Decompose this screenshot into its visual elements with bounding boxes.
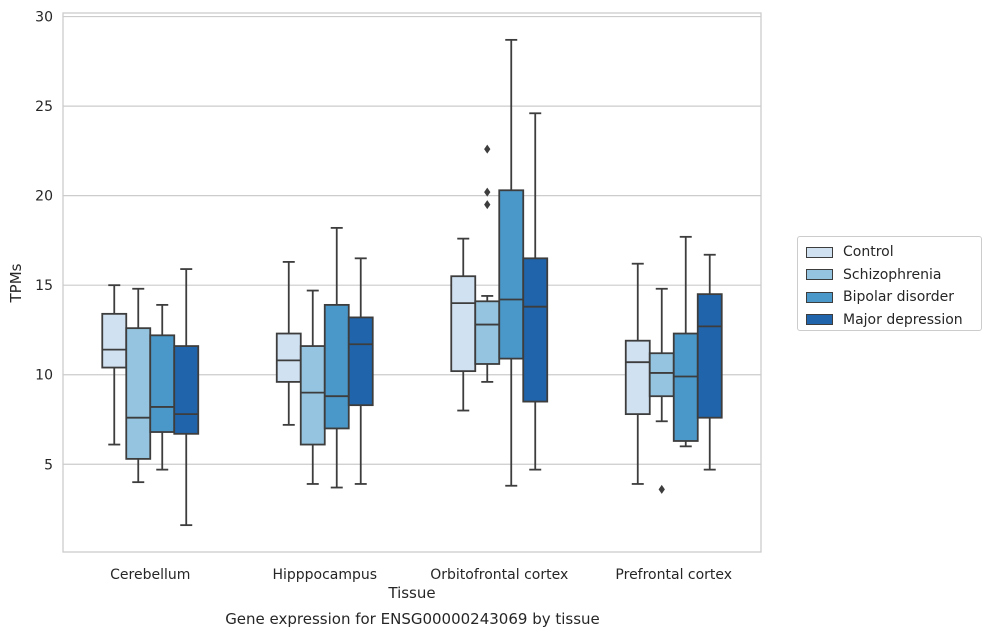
legend-item: Major depression <box>806 309 973 332</box>
y-tick-label: 20 <box>35 189 53 205</box>
y-tick-label: 5 <box>44 457 53 473</box>
chart-caption: Gene expression for ENSG00000243069 by t… <box>225 610 600 628</box>
x-tick-label: Prefrontal cortex <box>615 567 732 583</box>
legend-label: Schizophrenia <box>843 266 942 283</box>
outlier-point <box>484 144 491 154</box>
legend: Control Schizophrenia Bipolar disorder Majo… <box>797 236 982 331</box>
box-rect <box>498 189 525 360</box>
legend-item: Schizophrenia <box>806 264 973 287</box>
box-series <box>101 38 723 527</box>
box-rect <box>696 293 723 419</box>
outlier-point <box>658 484 665 494</box>
outlier-point <box>484 187 491 197</box>
box-rect <box>624 339 651 416</box>
box-rect <box>275 332 302 383</box>
box-rect <box>101 312 128 369</box>
y-tick-label: 15 <box>35 278 53 294</box>
box-rect <box>125 327 152 460</box>
x-tick-label: Cerebellum <box>110 567 190 583</box>
legend-swatch <box>806 246 833 258</box>
box-major-depression-1 <box>347 257 374 485</box>
legend-swatch <box>806 269 833 281</box>
box-schizophrenia-0 <box>125 287 152 484</box>
x-axis-label: Tissue <box>387 584 435 602</box>
box-schizophrenia-3 <box>648 287 675 494</box>
box-major-depression-0 <box>173 268 200 527</box>
y-tick-labels: 5 10 15 20 25 30 <box>35 10 53 474</box>
x-tick-label: Hipppocampus <box>272 567 377 583</box>
legend-swatch <box>806 314 833 326</box>
box-rect <box>450 275 477 373</box>
x-tick-labels: Cerebellum Hipppocampus Orbitofrontal cort… <box>110 567 732 583</box>
legend-swatch <box>806 291 833 303</box>
y-axis-label: TPMs <box>7 263 25 303</box>
box-rect <box>299 345 326 446</box>
box-major-depression-2 <box>522 112 549 471</box>
box-bipolar-disorder-1 <box>323 226 350 489</box>
y-tick-label: 25 <box>35 99 53 115</box>
legend-label: Major depression <box>843 311 963 328</box>
x-tick-label: Orbitofrontal cortex <box>430 567 568 583</box>
box-rect <box>149 334 176 433</box>
box-control-0 <box>101 284 128 446</box>
box-rect <box>173 345 200 435</box>
box-major-depression-3 <box>696 253 723 471</box>
box-control-2 <box>450 237 477 412</box>
box-rect <box>648 352 675 398</box>
box-bipolar-disorder-3 <box>672 235 699 448</box>
y-tick-label: 30 <box>35 10 53 26</box>
plot-background <box>63 13 761 552</box>
legend-label: Bipolar disorder <box>843 289 955 306</box>
legend-item: Bipolar disorder <box>806 286 973 309</box>
box-rect <box>347 316 374 407</box>
outlier-point <box>484 200 491 210</box>
legend-item: Control <box>806 241 973 264</box>
box-rect <box>672 332 699 442</box>
legend-label: Control <box>843 244 894 261</box>
y-tick-label: 10 <box>35 368 53 384</box>
box-bipolar-disorder-2 <box>498 38 525 487</box>
box-rect <box>323 303 350 430</box>
box-rect <box>474 300 501 365</box>
box-schizophrenia-1 <box>299 289 326 485</box>
box-rect <box>522 257 549 403</box>
plot-frame <box>62 12 762 553</box>
